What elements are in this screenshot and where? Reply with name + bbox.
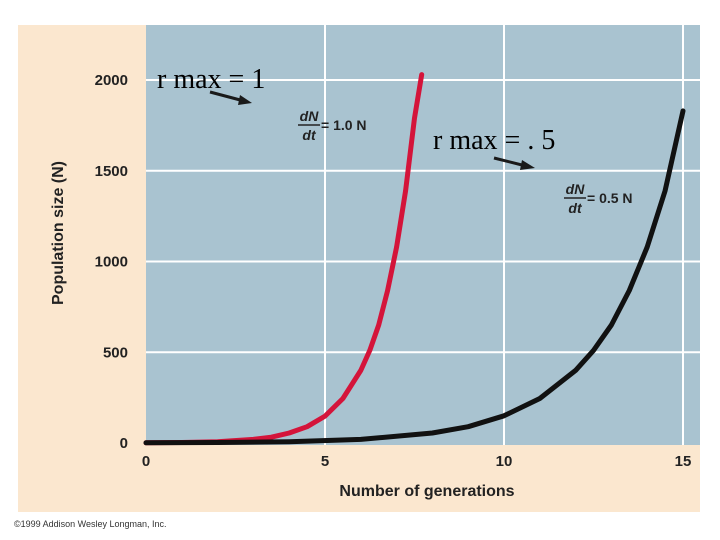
- equation-2: dN dt = 0.5 N: [564, 181, 633, 216]
- note-2-arrow-shaft: [493, 156, 527, 168]
- equation-1: dN dt = 1.0 N: [298, 108, 367, 143]
- y-tick-label: 1000: [95, 254, 128, 271]
- series-line-2: [143, 108, 686, 446]
- note-2-arrow-head: [520, 160, 535, 170]
- equation-2-denominator: dt: [568, 200, 583, 216]
- y-axis-label: Population size (N): [50, 161, 67, 305]
- y-tick-label: 0: [120, 435, 128, 452]
- equation-2-rest: = 0.5 N: [587, 190, 633, 206]
- y-tick-label: 500: [103, 344, 128, 361]
- equation-1-numerator: dN: [300, 108, 320, 124]
- x-tick-label: 15: [675, 453, 692, 470]
- x-axis-label: Number of generations: [339, 483, 514, 500]
- equation-1-rest: = 1.0 N: [321, 117, 367, 133]
- x-tick-label: 10: [496, 453, 513, 470]
- y-tick-label: 1500: [95, 163, 128, 180]
- x-tick-label: 5: [321, 453, 329, 470]
- note-1-arrow-head: [238, 95, 252, 105]
- note-rmax-half: r max = . 5: [433, 125, 555, 156]
- equation-1-denominator: dt: [302, 127, 317, 143]
- note-rmax-1: r max = 1: [157, 64, 265, 95]
- plot-area: [146, 25, 700, 445]
- copyright-text: ©1999 Addison Wesley Longman, Inc.: [14, 519, 167, 529]
- series-lines: [143, 72, 686, 446]
- note-1-arrow-shaft: [209, 90, 245, 103]
- y-tick-label: 2000: [95, 72, 128, 89]
- equation-2-numerator: dN: [566, 181, 586, 197]
- x-tick-label: 0: [142, 453, 150, 470]
- tick-labels: 0 5 10 15 0 500 1000 1500 2000: [95, 72, 692, 470]
